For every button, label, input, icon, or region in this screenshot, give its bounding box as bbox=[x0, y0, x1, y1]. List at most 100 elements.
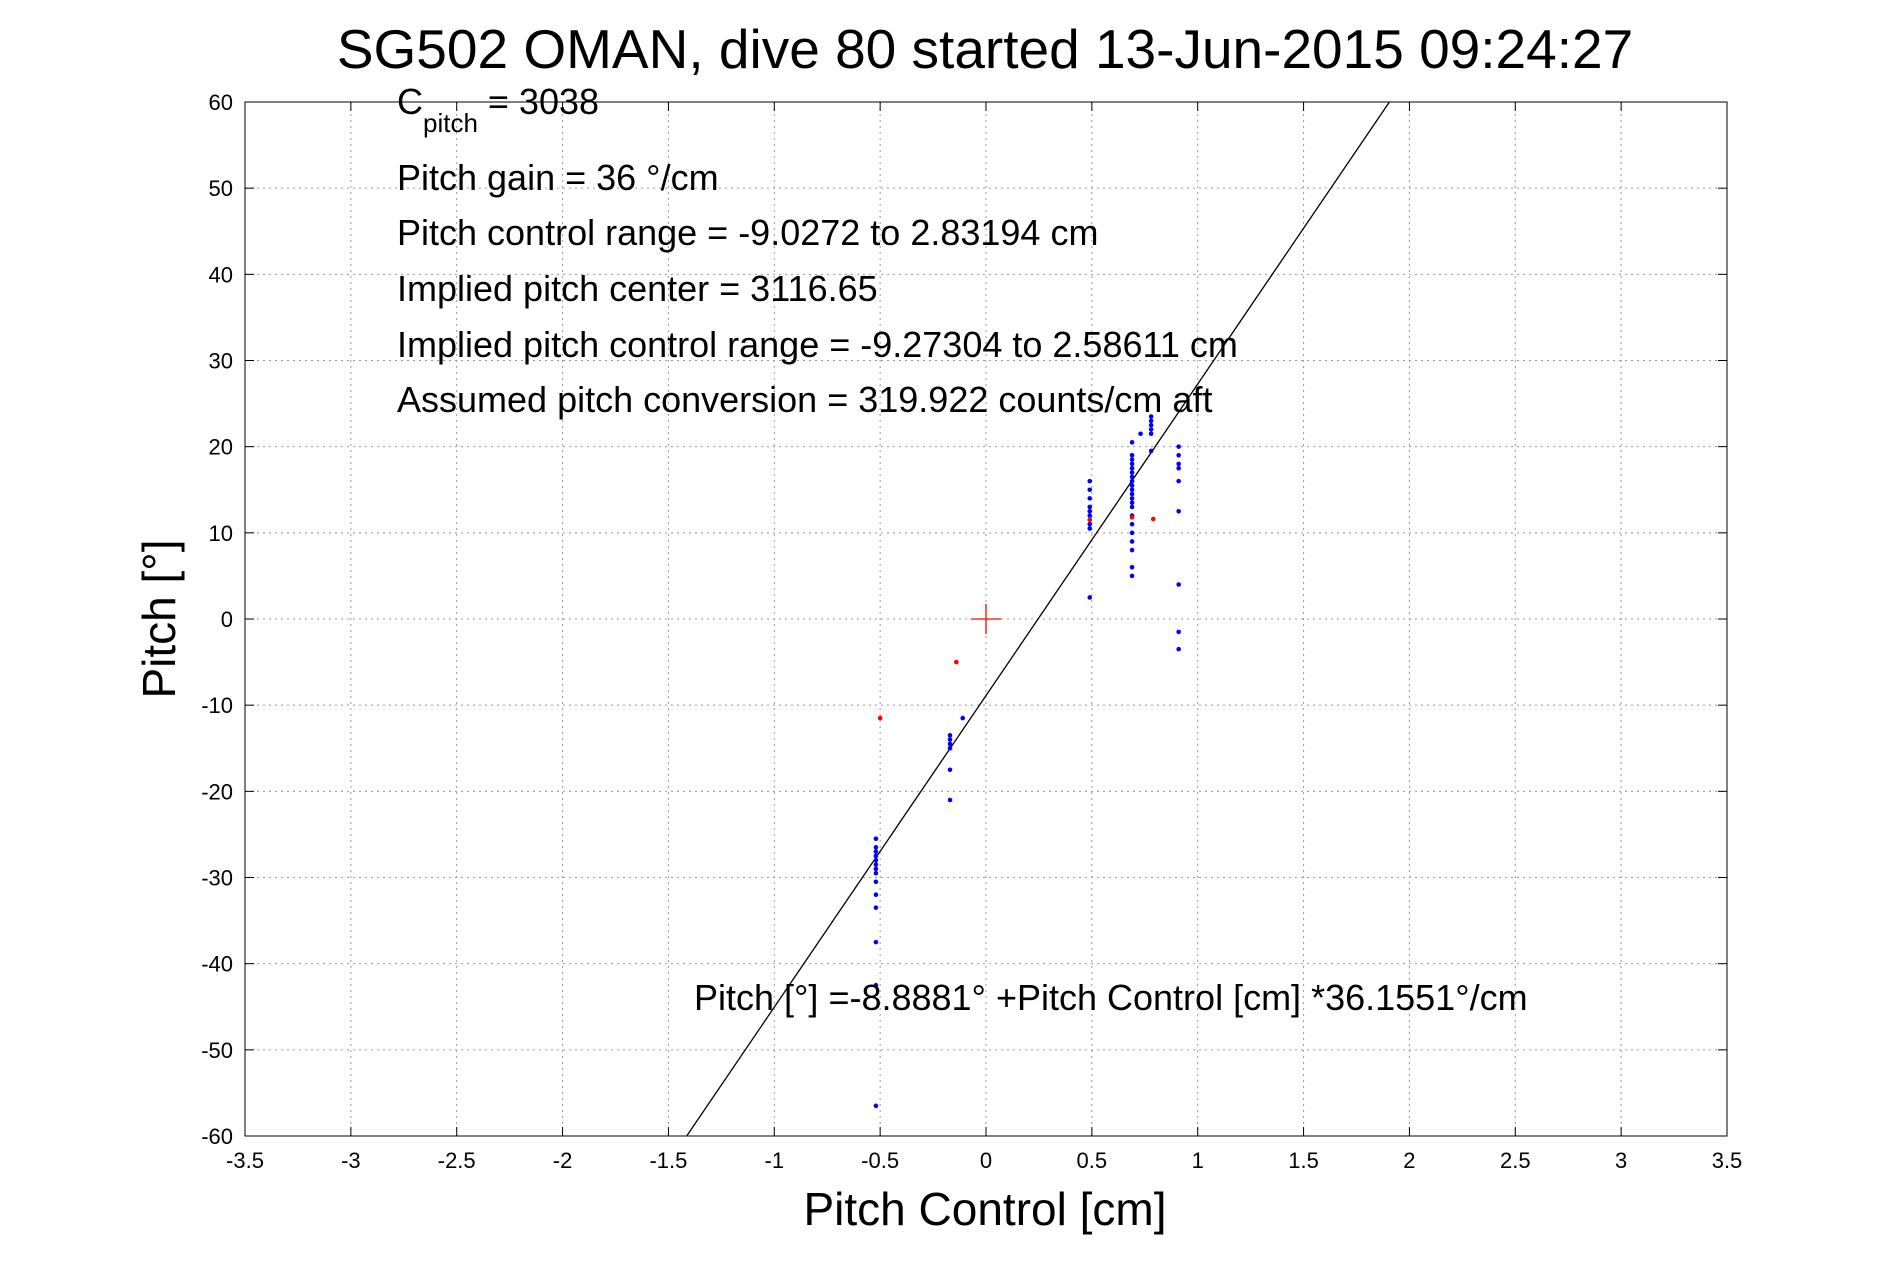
data-point bbox=[873, 892, 879, 898]
x-tick-label: -3.5 bbox=[226, 1148, 264, 1173]
data-point bbox=[1129, 470, 1135, 475]
data-point bbox=[1176, 465, 1181, 471]
data-point bbox=[873, 836, 879, 842]
data-point bbox=[1129, 452, 1135, 458]
data-point bbox=[1129, 515, 1135, 520]
y-tick-label: 0 bbox=[221, 607, 233, 632]
data-point bbox=[1087, 595, 1093, 600]
data-point bbox=[1129, 440, 1135, 445]
y-tick-label: 50 bbox=[209, 176, 233, 201]
data-point bbox=[1129, 465, 1135, 471]
data-point bbox=[1129, 491, 1135, 497]
data-point bbox=[1087, 478, 1093, 484]
x-tick-label: 2.5 bbox=[1500, 1148, 1531, 1173]
data-point bbox=[873, 982, 879, 988]
y-tick-label: 40 bbox=[209, 262, 233, 287]
y-tick-label: -30 bbox=[201, 866, 233, 891]
data-point bbox=[1138, 431, 1143, 437]
x-tick-label: 3.5 bbox=[1712, 1148, 1743, 1173]
center-marker bbox=[971, 604, 1001, 634]
c-pitch-subscript: pitch bbox=[423, 108, 478, 138]
data-point bbox=[1087, 487, 1093, 493]
data-point bbox=[873, 853, 879, 859]
c-pitch-main: C bbox=[397, 81, 423, 122]
annotation-assumed-pitch-conversion: Assumed pitch conversion = 319.922 count… bbox=[397, 379, 1212, 420]
y-tick-label: -60 bbox=[201, 1124, 233, 1149]
data-point bbox=[1129, 483, 1135, 488]
data-point bbox=[1148, 414, 1154, 419]
data-point bbox=[1087, 496, 1093, 501]
data-point bbox=[873, 849, 879, 854]
data-point bbox=[1148, 422, 1154, 428]
y-tick-label: -20 bbox=[201, 779, 233, 804]
annotation-implied-pitch-center: Implied pitch center = 3116.65 bbox=[397, 268, 878, 309]
data-point bbox=[1087, 517, 1093, 523]
x-tick-label: 0 bbox=[980, 1148, 992, 1173]
annotation-pitch-gain: Pitch gain = 36 °/cm bbox=[397, 157, 719, 198]
data-point bbox=[873, 857, 879, 863]
data-point bbox=[1129, 547, 1135, 553]
data-point bbox=[1176, 478, 1181, 484]
y-tick-label: 60 bbox=[209, 90, 233, 115]
data-point bbox=[1087, 513, 1093, 518]
data-point bbox=[1129, 500, 1135, 505]
data-point bbox=[1129, 565, 1135, 570]
data-point bbox=[1129, 521, 1135, 527]
x-tick-label: -0.5 bbox=[861, 1148, 899, 1173]
x-tick-label: 0.5 bbox=[1077, 1148, 1108, 1173]
data-point bbox=[1129, 478, 1135, 484]
data-point bbox=[1129, 461, 1135, 467]
data-point bbox=[1129, 530, 1135, 536]
annotation-pitch-control-range: Pitch control range = -9.0272 to 2.83194… bbox=[397, 212, 1098, 253]
x-tick-label: -1 bbox=[765, 1148, 785, 1173]
y-tick-labels: -60 -50 -40 -30 -20 -10 0 10 20 30 40 50 60 bbox=[201, 90, 233, 1149]
data-point bbox=[1129, 474, 1135, 480]
data-point bbox=[873, 870, 879, 876]
fit-line bbox=[686, 101, 1390, 1137]
data-point bbox=[1087, 526, 1093, 531]
x-tick-label: 3 bbox=[1615, 1148, 1627, 1173]
data-point bbox=[960, 715, 966, 721]
data-point bbox=[873, 879, 879, 885]
chart-title: SG502 OMAN, dive 80 started 13-Jun-2015 … bbox=[337, 18, 1633, 80]
data-point bbox=[873, 866, 879, 872]
data-point bbox=[1129, 496, 1135, 501]
x-tick-label: 1.5 bbox=[1288, 1148, 1319, 1173]
y-tick-label: 10 bbox=[209, 521, 233, 546]
data-point bbox=[1087, 521, 1093, 527]
data-point bbox=[1176, 646, 1181, 652]
data-point bbox=[1129, 504, 1135, 510]
data-point bbox=[1176, 444, 1181, 449]
annotation-c-pitch: Cpitch = 3038 bbox=[397, 81, 599, 138]
x-tick-label: -3 bbox=[341, 1148, 361, 1173]
y-axis-label: Pitch [°] bbox=[133, 539, 185, 698]
x-tick-label: -2 bbox=[553, 1148, 573, 1173]
data-point bbox=[1176, 508, 1181, 514]
tick-layer bbox=[244, 101, 1728, 1137]
y-tick-label: -10 bbox=[201, 693, 233, 718]
data-point bbox=[1150, 516, 1156, 522]
data-point bbox=[1176, 582, 1181, 587]
y-tick-label: -40 bbox=[201, 952, 233, 977]
data-point bbox=[954, 659, 959, 665]
annotation-implied-pitch-control-range: Implied pitch control range = -9.27304 t… bbox=[397, 324, 1238, 365]
data-point bbox=[873, 939, 879, 945]
data-point bbox=[873, 845, 879, 850]
data-point bbox=[873, 905, 879, 910]
data-point bbox=[873, 862, 879, 867]
data-point bbox=[947, 745, 953, 751]
data-point bbox=[1148, 418, 1154, 424]
data-point bbox=[1176, 452, 1181, 458]
data-point bbox=[1087, 504, 1093, 510]
data-point bbox=[947, 741, 953, 747]
data-point bbox=[1148, 448, 1154, 454]
data-point bbox=[1129, 539, 1135, 544]
data-point bbox=[873, 1103, 879, 1109]
annotation-fit-equation: Pitch [°] =-8.8881° +Pitch Control [cm] … bbox=[694, 977, 1528, 1018]
data-point bbox=[1148, 431, 1154, 437]
x-axis-label: Pitch Control [cm] bbox=[804, 1183, 1167, 1235]
data-point bbox=[947, 767, 953, 773]
x-tick-label: 2 bbox=[1403, 1148, 1415, 1173]
data-point bbox=[877, 715, 883, 721]
